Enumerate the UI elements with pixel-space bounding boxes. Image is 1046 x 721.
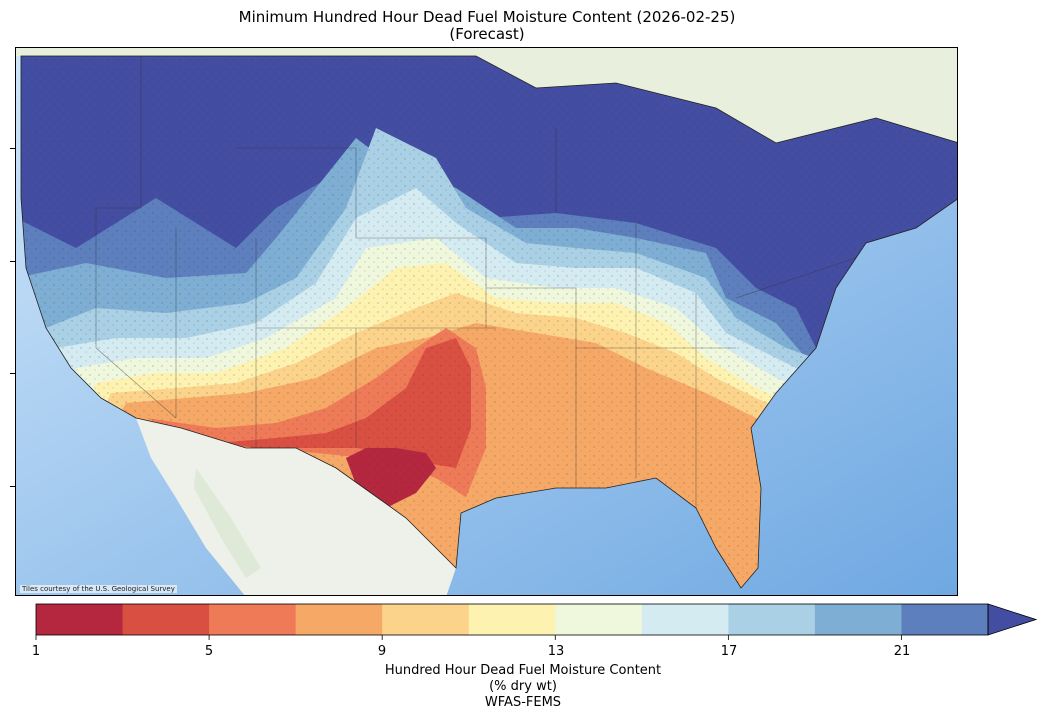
state-boundaries — [95, 56, 857, 508]
colorbar-segment — [36, 604, 124, 635]
colorbar-segment — [468, 604, 556, 635]
colorbar-tick-label: 21 — [893, 644, 911, 659]
us-outline — [20, 55, 957, 589]
colorbar-outline — [35, 603, 989, 636]
colorbar-segment — [814, 604, 902, 635]
colorbar-extension-arrow — [988, 604, 1036, 635]
colorbar-segments — [36, 604, 989, 635]
y-tick — [10, 261, 15, 262]
y-tick — [10, 486, 15, 487]
map-title: Minimum Hundred Hour Dead Fuel Moisture … — [238, 8, 736, 26]
colorbar-segment — [122, 604, 210, 635]
colorbar-segment — [209, 604, 297, 635]
colorbar-segment — [901, 604, 989, 635]
colorbar-tick-label: 9 — [377, 644, 387, 659]
fuel-moisture-map[interactable] — [16, 48, 958, 596]
colorbar-segment — [555, 604, 643, 635]
baja-california — [194, 468, 261, 578]
colorbar-label: Hundred Hour Dead Fuel Moisture Content — [384, 663, 662, 678]
map-subtitle: (Forecast) — [449, 25, 525, 43]
colorbar-tick-label: 5 — [204, 644, 214, 659]
data-source: WFAS-FEMS — [484, 695, 562, 710]
y-tick — [10, 373, 15, 374]
map-panel[interactable]: Tiles courtesy of the U.S. Geological Su… — [15, 47, 958, 596]
colorbar-extension-outline — [987, 603, 1038, 636]
y-tick — [10, 148, 15, 149]
colorbar-segment — [641, 604, 729, 635]
colorbar-segment — [295, 604, 383, 635]
colorbar-units: (% dry wt) — [489, 679, 557, 694]
colorbar-tick-label: 13 — [547, 644, 565, 659]
colorbar-tick-label: 17 — [720, 644, 738, 659]
colorbar-tick-marks — [35, 635, 902, 640]
colorbar-tick-label: 1 — [31, 644, 41, 659]
tile-attribution: Tiles courtesy of the U.S. Geological Su… — [20, 585, 177, 593]
canada-land — [16, 48, 957, 143]
colorbar-segment — [728, 604, 816, 635]
mexico-land — [136, 418, 456, 595]
colorbar-segment — [382, 604, 470, 635]
